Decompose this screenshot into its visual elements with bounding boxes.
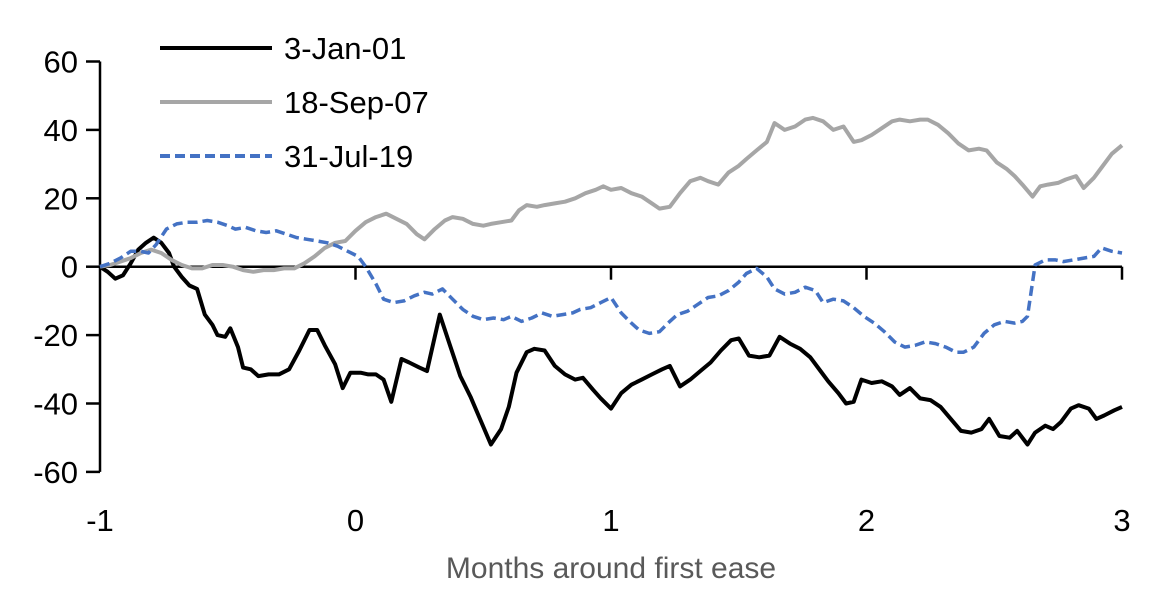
x-axis-title: Months around first ease [446,552,776,585]
x-tick-label: -1 [86,503,114,538]
legend-label-3-jan-01: 3-Jan-01 [284,31,406,66]
x-axis-labels: -1 0 1 2 3 [86,503,1130,538]
legend-label-18-sep-07: 18-Sep-07 [284,85,429,120]
y-tick-label: 0 [61,250,78,285]
y-axis: 60 40 20 0 -20 -40 -60 [33,45,102,490]
y-tick-label: 60 [44,45,78,80]
series-line-3-jan-01 [98,235,1123,447]
legend-label-31-jul-19: 31-Jul-19 [284,139,413,174]
x-axis: -1 0 1 2 3 Months around first ease [86,265,1131,585]
series-line-31-jul-19 [99,218,1123,354]
y-tick-label: -40 [33,387,78,422]
y-tick-label: 20 [44,181,78,216]
x-tick-label: 0 [347,503,364,538]
series-line-18-sep-07 [99,115,1124,274]
y-axis-labels: 60 40 20 0 -20 -40 -60 [33,45,78,490]
legend: 3-Jan-01 18-Sep-07 31-Jul-19 [160,31,429,174]
y-tick-label: -20 [33,318,78,353]
x-tick-label: 2 [858,503,875,538]
series-group [98,115,1124,447]
x-tick-label: 3 [1113,503,1130,538]
x-axis-ticks [354,266,1124,280]
y-axis-ticks [86,60,100,474]
y-tick-label: 40 [44,113,78,148]
x-tick-label: 1 [602,503,619,538]
y-tick-label: -60 [33,455,78,490]
